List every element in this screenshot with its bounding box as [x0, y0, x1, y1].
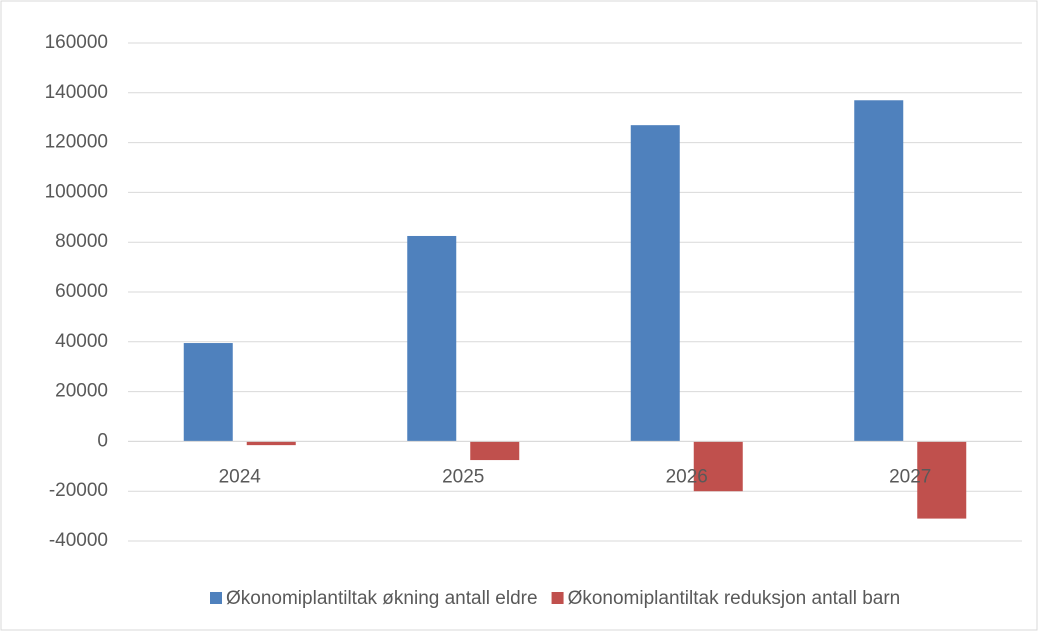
y-tick-label: -20000 — [49, 480, 108, 501]
legend-swatch — [210, 592, 222, 604]
y-tick-label: 40000 — [55, 331, 108, 352]
x-tick-label: 2024 — [219, 466, 262, 487]
y-tick-label: 80000 — [55, 231, 108, 252]
bar — [246, 441, 296, 446]
y-tick-label: 60000 — [55, 281, 108, 302]
bar — [630, 125, 680, 442]
bar — [917, 441, 967, 519]
bar — [183, 343, 233, 442]
y-tick-label: 160000 — [45, 32, 108, 53]
y-tick-label: 140000 — [45, 82, 108, 103]
y-tick-label: 120000 — [45, 132, 108, 153]
bar — [407, 235, 457, 442]
x-tick-label: 2026 — [666, 466, 708, 487]
legend-label: Økonomiplantiltak reduksjon antall barn — [568, 588, 901, 609]
y-tick-label: 20000 — [55, 381, 108, 402]
x-tick-label: 2027 — [889, 466, 931, 487]
y-tick-label: 0 — [97, 430, 108, 451]
legend-swatch — [551, 592, 564, 604]
x-tick-label: 2025 — [442, 466, 484, 487]
bar — [854, 100, 904, 442]
y-tick-label: -40000 — [49, 530, 108, 551]
legend-label: Økonomiplantiltak økning antall eldre — [226, 588, 538, 609]
y-tick-label: 100000 — [45, 181, 108, 202]
bar — [693, 441, 743, 492]
bar — [470, 441, 520, 461]
